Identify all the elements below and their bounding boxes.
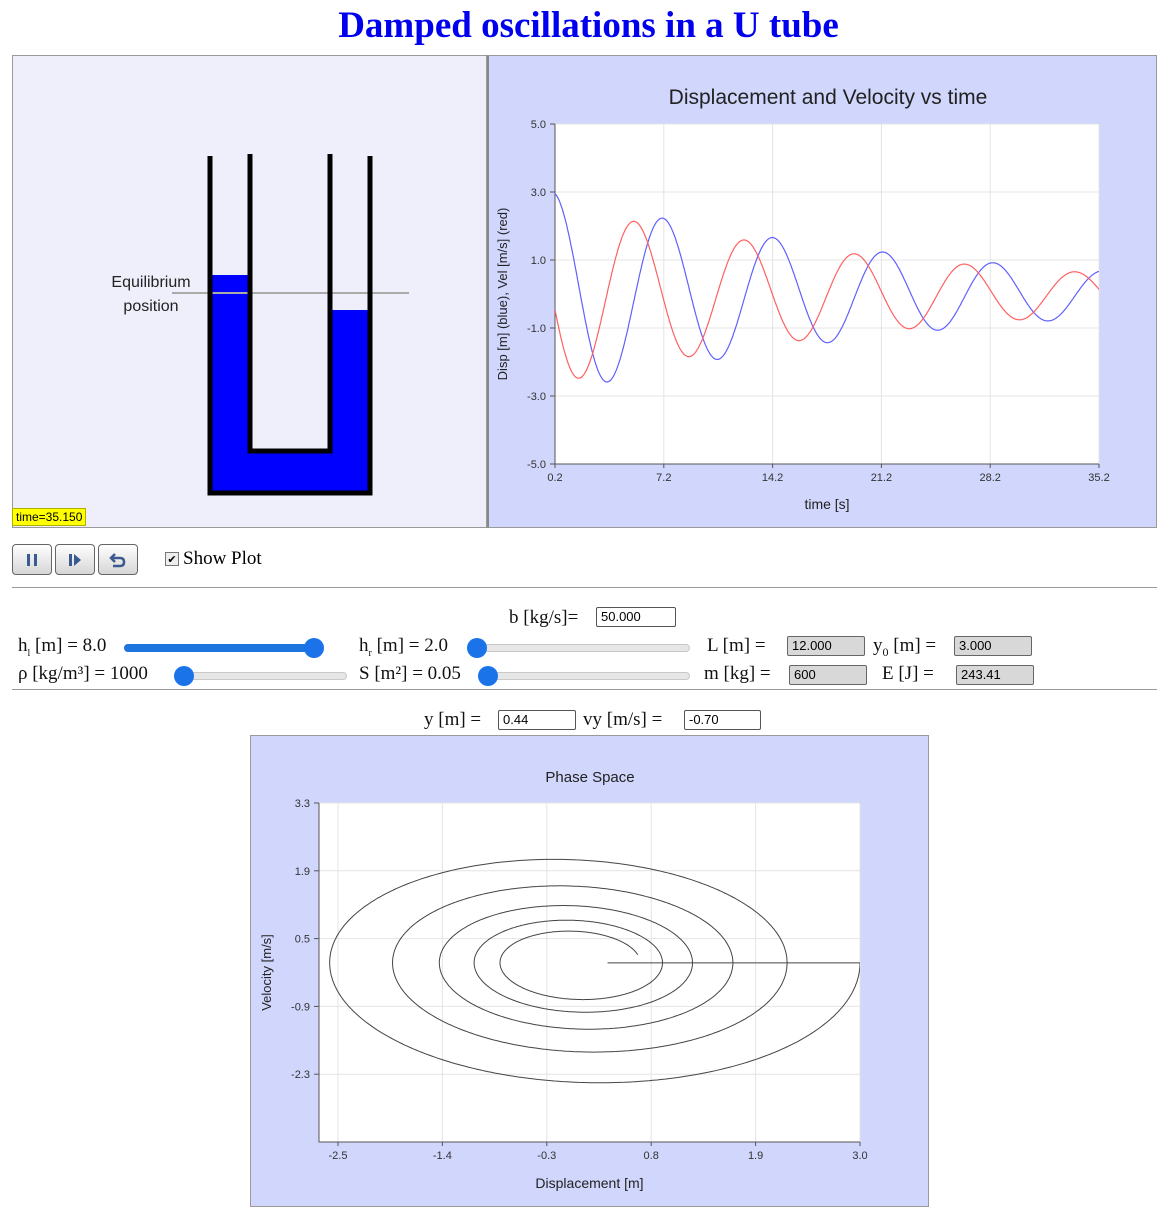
hr-label: hr [m] = 2.0 (359, 635, 448, 659)
chart-title: Phase Space (545, 769, 634, 786)
pause-button[interactable] (12, 544, 52, 575)
y-tick-label: 5.0 (531, 119, 546, 131)
show-plot-label: Show Plot (183, 548, 262, 569)
L-output: 12.000 (787, 636, 865, 656)
time-chart: 0.2 7.2 14.2 21.2 28.2 35.2 5.0 3.0 1.0 -1.0 -3.0 -… (495, 86, 1110, 512)
y0-output: 3.000 (954, 636, 1032, 656)
E-label: E [J] = (882, 663, 934, 684)
equilibrium-label-line2: position (123, 298, 178, 315)
u-tube (207, 154, 373, 496)
y-tick-label: 1.9 (295, 866, 310, 878)
y0-label: y0 [m] = (873, 635, 937, 659)
y-axis-label: Disp [m] (blue), Vel [m/s] (red) (495, 208, 510, 381)
x-tick-label: 1.9 (748, 1150, 763, 1162)
divider-2 (12, 689, 1157, 690)
show-plot-toggle[interactable]: ✔ Show Plot (165, 548, 262, 570)
x-axis-label: time [s] (804, 496, 849, 512)
L-label: L [m] = (707, 635, 766, 656)
reset-icon (109, 552, 126, 567)
hl-slider-fill (124, 644, 315, 652)
rho-slider[interactable] (173, 666, 347, 686)
hr-slider-thumb[interactable] (466, 638, 487, 658)
rho-label: ρ [kg/m³] = 1000 (18, 663, 148, 684)
reset-button[interactable] (98, 544, 138, 575)
y-tick-label: -0.9 (291, 1001, 310, 1013)
time-chart-panel: 0.2 7.2 14.2 21.2 28.2 35.2 5.0 3.0 1.0 -1.0 -3.0 -… (487, 55, 1157, 528)
velocity-series (555, 220, 1099, 379)
S-label: S [m²] = 0.05 (359, 663, 461, 684)
phase-trajectory (329, 858, 860, 1084)
show-plot-checkbox[interactable]: ✔ (165, 552, 179, 566)
x-tick-label: 14.2 (762, 472, 783, 484)
x-tick-label: 0.2 (547, 472, 562, 484)
plot-area (318, 802, 861, 1143)
rho-slider-thumb[interactable] (173, 666, 194, 686)
step-button[interactable] (55, 544, 95, 575)
x-tick-label: 21.2 (871, 472, 892, 484)
hl-slider[interactable] (124, 638, 325, 658)
step-forward-icon (69, 553, 81, 566)
page-title: Damped oscillations in a U tube (338, 5, 839, 46)
y-tick-label: -2.3 (291, 1069, 310, 1081)
y-tick-label: 3.3 (295, 798, 310, 810)
hl-slider-thumb[interactable] (304, 638, 325, 658)
x-tick-label: 3.0 (852, 1150, 867, 1162)
simulation-panel: Equilibrium position (12, 55, 487, 528)
phase-space-panel: -2.5 -1.4 -0.3 0.8 1.9 3.0 3.3 1.9 0.5 -0.9 -2.3 Ph… (250, 735, 929, 1207)
u-tube-drawing: Equilibrium position (111, 154, 409, 496)
y-label: y [m] = (424, 709, 482, 730)
x-tick-label: 7.2 (656, 472, 671, 484)
y-tick-label: -3.0 (527, 391, 546, 403)
chart-title: Displacement and Velocity vs time (669, 86, 988, 109)
hl-label: hl [m] = 8.0 (18, 635, 107, 659)
E-output: 243.41 (956, 665, 1034, 685)
S-slider-thumb[interactable] (478, 666, 499, 686)
y-tick-label: 1.0 (531, 255, 546, 267)
hr-slider[interactable] (466, 638, 690, 658)
y-tick-label: -5.0 (527, 459, 546, 471)
y-input[interactable]: 0.44 (498, 710, 576, 730)
y-axis-label: Velocity [m/s] (259, 934, 274, 1011)
S-slider[interactable] (478, 666, 690, 686)
y-tick-label: 3.0 (531, 187, 546, 199)
x-tick-label: -0.3 (537, 1150, 556, 1162)
x-tick-label: 28.2 (979, 472, 1000, 484)
b-label: b [kg/s]= (509, 607, 579, 628)
m-label: m [kg] = (704, 663, 771, 684)
x-tick-label: 0.8 (644, 1150, 659, 1162)
x-tick-label: 35.2 (1088, 472, 1109, 484)
x-axis-label: Displacement [m] (535, 1175, 643, 1191)
right-liquid-column (331, 310, 369, 492)
vy-input[interactable]: -0.70 (684, 710, 761, 730)
b-input[interactable]: 50.000 (596, 607, 676, 627)
phase-space-chart: -2.5 -1.4 -0.3 0.8 1.9 3.0 3.3 1.9 0.5 -0.9 -2.3 Ph… (259, 769, 868, 1191)
x-tick-label: -2.5 (328, 1150, 347, 1162)
divider (12, 587, 1157, 588)
displacement-series (555, 193, 1099, 383)
m-output: 600 (789, 665, 867, 685)
pause-icon (27, 553, 37, 566)
x-tick-label: -1.4 (433, 1150, 452, 1162)
time-readout: time=35.150 (12, 508, 87, 526)
y-tick-label: -1.0 (527, 323, 546, 335)
equilibrium-label: Equilibrium (111, 274, 190, 291)
vy-label: vy [m/s] = (583, 709, 663, 730)
y-tick-label: 0.5 (295, 934, 310, 946)
